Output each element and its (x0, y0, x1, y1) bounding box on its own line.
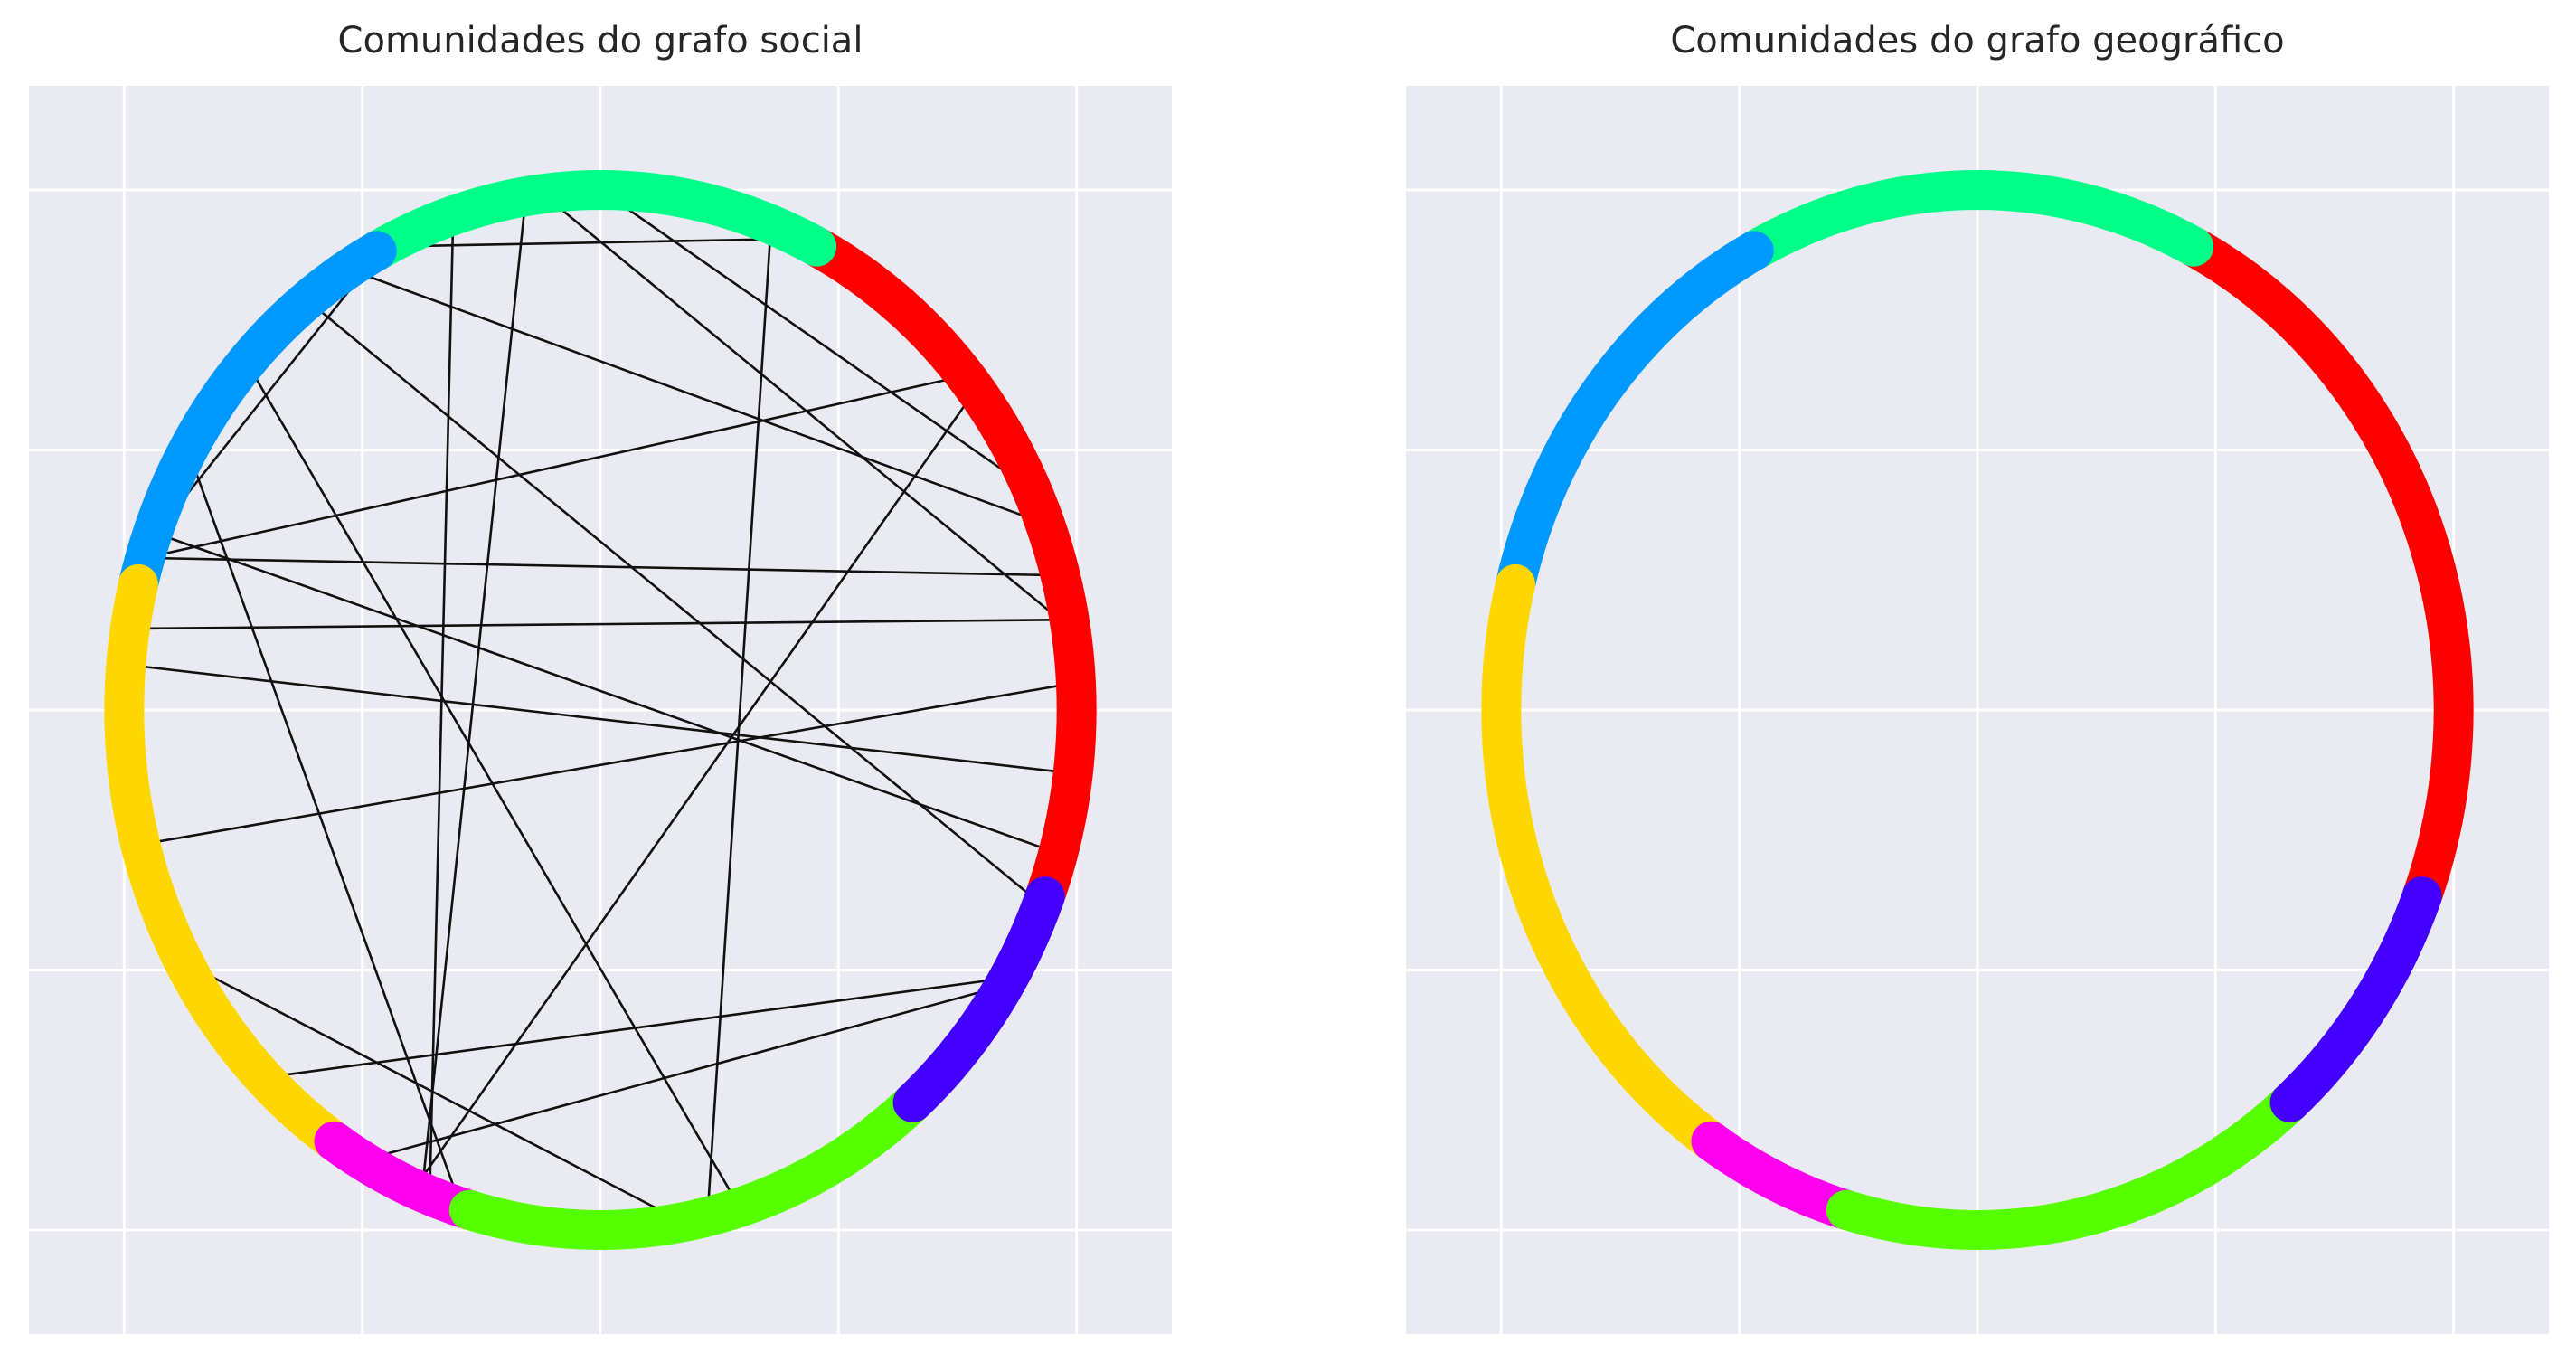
community-arc-blue (1495, 231, 1774, 604)
community-arc-yellow (1481, 563, 1731, 1161)
graph-edge (428, 215, 455, 1196)
graph-edge (347, 268, 1046, 525)
plot-social (29, 86, 1172, 1334)
panel-geografico: Comunidades do grafo geográfico (1175, 0, 2576, 1363)
graph-edge (599, 188, 1033, 492)
plot-geografico (1406, 86, 2549, 1334)
community-arc-purple (2269, 876, 2442, 1122)
community-arc-lime (448, 1082, 933, 1250)
community-arc-green2 (1733, 170, 2214, 271)
graph-edge (706, 224, 773, 1217)
community-arc-green2 (356, 170, 837, 271)
graph-edge (183, 961, 684, 1224)
graph-edge (362, 984, 1005, 1162)
community-arc-magenta (314, 1121, 489, 1230)
graph-edge (413, 389, 977, 1190)
graph-edge (129, 618, 1070, 630)
graph-edge (140, 681, 1077, 847)
graph-edge (152, 531, 1059, 855)
graph-edge (383, 237, 802, 248)
community-arc-red (797, 226, 1097, 917)
community-arc-yellow (104, 563, 354, 1161)
panel-social: Comunidades do grafo social (0, 0, 1175, 1363)
chart-title-social: Comunidades do grafo social (337, 20, 863, 62)
graph-edge (145, 556, 1061, 577)
community-arc-blue (118, 231, 397, 604)
graph-edge (186, 450, 463, 1208)
chart-title-geografico: Comunidades do grafo geográfico (1670, 20, 2285, 62)
community-arc-lime (1826, 1082, 2310, 1250)
graph-edge (420, 195, 527, 1193)
community-arc-magenta (1691, 1121, 1866, 1230)
graph-edge (145, 374, 966, 560)
graph-edge (126, 663, 1073, 775)
community-arc-red (2174, 226, 2474, 917)
graph-edge (263, 976, 1009, 1079)
community-arc-purple (892, 876, 1065, 1122)
